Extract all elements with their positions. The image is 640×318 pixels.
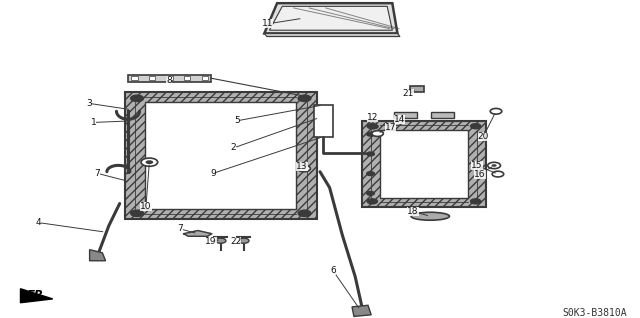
Text: 5: 5 — [234, 116, 239, 125]
Bar — [380, 130, 468, 198]
Text: S0K3-B3810A: S0K3-B3810A — [563, 308, 627, 318]
Text: 19: 19 — [205, 237, 217, 246]
Circle shape — [488, 162, 500, 169]
Ellipse shape — [411, 212, 449, 220]
Bar — [149, 76, 156, 80]
Text: FR.: FR. — [27, 289, 49, 302]
Text: 12: 12 — [367, 113, 378, 122]
Bar — [131, 76, 138, 80]
Bar — [202, 76, 208, 80]
Circle shape — [470, 199, 481, 204]
Bar — [314, 105, 333, 137]
Polygon shape — [269, 6, 392, 30]
Bar — [166, 76, 173, 80]
Circle shape — [492, 164, 497, 167]
Text: 11: 11 — [262, 19, 273, 28]
Text: 3: 3 — [86, 99, 92, 108]
Circle shape — [470, 124, 481, 129]
Bar — [394, 112, 417, 118]
Text: 7: 7 — [95, 169, 100, 178]
Circle shape — [367, 191, 374, 195]
Circle shape — [367, 124, 378, 129]
Circle shape — [367, 132, 374, 136]
Circle shape — [367, 152, 374, 156]
Circle shape — [141, 158, 157, 166]
Polygon shape — [352, 305, 371, 316]
Text: 22: 22 — [230, 237, 241, 246]
Text: 16: 16 — [474, 170, 486, 179]
Text: 21: 21 — [403, 89, 414, 98]
Bar — [125, 92, 317, 219]
Text: 18: 18 — [407, 207, 419, 216]
Circle shape — [298, 95, 311, 101]
Bar — [410, 86, 424, 92]
Text: 4: 4 — [36, 218, 41, 227]
Circle shape — [367, 124, 379, 129]
Circle shape — [145, 160, 153, 164]
Polygon shape — [90, 250, 106, 261]
Polygon shape — [264, 33, 400, 37]
Circle shape — [131, 210, 143, 217]
Text: 14: 14 — [394, 115, 405, 124]
Text: 20: 20 — [477, 132, 489, 141]
Polygon shape — [184, 231, 212, 236]
Text: 6: 6 — [330, 266, 335, 275]
Text: 13: 13 — [296, 162, 308, 171]
Text: 15: 15 — [471, 161, 483, 170]
Circle shape — [216, 238, 226, 243]
Polygon shape — [20, 289, 52, 303]
Text: 2: 2 — [231, 143, 236, 152]
Bar — [128, 75, 211, 82]
Circle shape — [131, 95, 143, 101]
Circle shape — [239, 238, 249, 243]
Circle shape — [492, 171, 504, 177]
Circle shape — [372, 131, 383, 136]
Circle shape — [298, 165, 310, 172]
Text: 7: 7 — [178, 225, 183, 233]
Bar — [431, 112, 454, 118]
Text: 1: 1 — [91, 118, 96, 127]
Circle shape — [301, 167, 307, 170]
Circle shape — [367, 199, 378, 204]
Polygon shape — [264, 3, 397, 33]
Text: 8: 8 — [166, 76, 172, 85]
Circle shape — [367, 172, 374, 176]
Bar — [184, 76, 191, 80]
Bar — [362, 121, 486, 207]
Circle shape — [298, 210, 311, 217]
Circle shape — [490, 108, 502, 114]
Text: 9: 9 — [211, 169, 216, 178]
Text: 17: 17 — [385, 123, 396, 132]
Bar — [145, 102, 296, 209]
Text: 10: 10 — [140, 202, 152, 211]
